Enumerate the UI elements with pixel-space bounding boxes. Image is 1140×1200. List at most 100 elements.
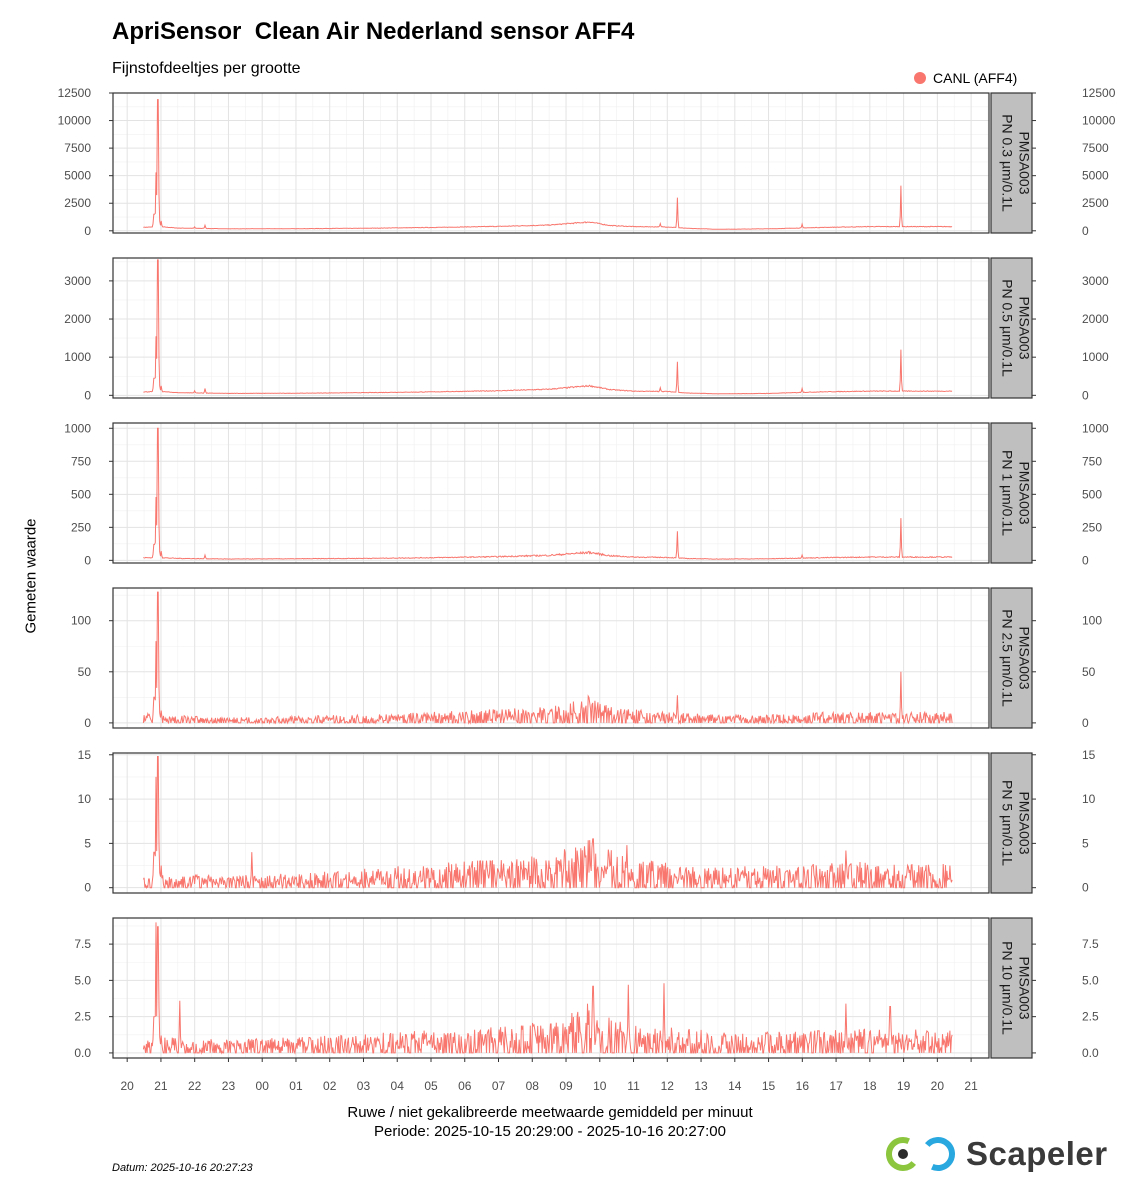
y-tick-label-right: 10 [1082,792,1096,806]
x-tick-label: 23 [222,1079,236,1093]
y-tick-label-right: 50 [1082,665,1096,679]
series-line [143,259,953,395]
x-tick-label: 17 [829,1079,843,1093]
y-tick-label-right: 0 [1082,224,1089,238]
x-tick-label: 21 [964,1079,978,1093]
datum-label: Datum: 2025-10-16 20:27:23 [112,1162,253,1174]
legend-label: CANL (AFF4) [933,70,1018,86]
x-tick-label: 00 [256,1079,270,1093]
y-tick-label: 5 [84,836,91,850]
strip-label-line2: PN 0.3 µm/0.1L [1000,114,1016,212]
y-tick-label-right: 7.5 [1082,937,1099,951]
y-tick-label-right: 12500 [1082,86,1116,100]
y-tick-label-right: 2.5 [1082,1010,1099,1024]
y-tick-label: 5.0 [74,973,91,987]
series-line [143,427,953,560]
panel-border [112,752,990,894]
y-tick-label-right: 10000 [1082,114,1116,128]
panel-border [112,257,990,399]
y-tick-label-right: 2500 [1082,196,1109,210]
series-line [142,922,953,1055]
x-tick-label: 18 [863,1079,877,1093]
y-tick-label: 10000 [58,114,92,128]
strip-label-line2: PN 5 µm/0.1L [1000,780,1016,866]
y-tick-label-right: 0 [1082,388,1089,402]
y-tick-label: 0 [84,388,91,402]
legend-marker [914,72,926,84]
strip-label-line1: PMSA003 [1017,461,1033,524]
y-tick-label: 1000 [64,350,91,364]
strip-label-line1: PMSA003 [1017,956,1033,1019]
y-tick-label-right: 0 [1082,716,1089,730]
y-tick-label: 250 [71,520,91,534]
panel-border [112,92,990,234]
y-tick-label: 2.5 [74,1010,91,1024]
x-tick-label: 04 [391,1079,405,1093]
y-tick-label: 750 [71,454,91,468]
y-tick-label: 5000 [64,169,91,183]
facet-strip [990,422,1033,564]
facet-strip [990,587,1033,729]
x-tick-label: 10 [593,1079,607,1093]
y-tick-label: 7.5 [74,937,91,951]
panel-background [113,258,989,398]
period-label: Periode: 2025-10-15 20:29:00 - 2025-10-1… [374,1123,726,1140]
strip-label-line1: PMSA003 [1017,131,1033,194]
strip-label-line2: PN 0.5 µm/0.1L [1000,279,1016,377]
y-tick-label-right: 5000 [1082,169,1109,183]
x-tick-label: 20 [120,1079,134,1093]
x-tick-label: 13 [694,1079,708,1093]
y-tick-label: 100 [71,614,91,628]
x-tick-label: 21 [154,1079,168,1093]
panel-background [113,753,989,893]
x-tick-label: 02 [323,1079,337,1093]
y-tick-label: 0 [84,224,91,238]
x-tick-label: 03 [357,1079,371,1093]
series-line [142,756,953,890]
logo-text: Scapeler [966,1135,1108,1172]
y-tick-label: 2000 [64,312,91,326]
y-tick-label-right: 0 [1082,553,1089,567]
panel-border [112,587,990,729]
panel-border [112,917,990,1059]
y-tick-label: 3000 [64,274,91,288]
legend: CANL (AFF4) [914,70,1017,86]
panel-border [112,422,990,564]
x-tick-label: 07 [492,1079,506,1093]
x-tick-label: 20 [931,1079,945,1093]
x-tick-label: 16 [796,1079,810,1093]
x-tick-label: 09 [559,1079,573,1093]
x-axis-label: Ruwe / niet gekalibreerde meetwaarde gem… [347,1104,753,1121]
y-tick-label-right: 1000 [1082,421,1109,435]
y-tick-label-right: 3000 [1082,274,1109,288]
y-tick-label: 2500 [64,196,91,210]
facet-strip [990,92,1033,234]
y-tick-label-right: 100 [1082,614,1102,628]
x-tick-label: 12 [661,1079,675,1093]
facet-strip [990,917,1033,1059]
y-tick-label-right: 0 [1082,881,1089,895]
y-tick-label-right: 7500 [1082,141,1109,155]
y-tick-label: 0.0 [74,1046,91,1060]
strip-label-line1: PMSA003 [1017,791,1033,854]
y-tick-label-right: 2000 [1082,312,1109,326]
y-tick-label-right: 15 [1082,748,1096,762]
y-tick-label: 7500 [64,141,91,155]
y-tick-label: 1000 [64,421,91,435]
x-tick-label: 08 [526,1079,540,1093]
y-tick-label-right: 250 [1082,520,1102,534]
y-tick-label-right: 5 [1082,836,1089,850]
panel-background [113,588,989,728]
facet-strip [990,752,1033,894]
y-tick-label: 0 [84,553,91,567]
strip-label-line2: PN 10 µm/0.1L [1000,941,1016,1035]
y-tick-label: 10 [78,792,92,806]
panel-background [113,423,989,563]
x-tick-label: 05 [424,1079,438,1093]
facet-strip [990,257,1033,399]
